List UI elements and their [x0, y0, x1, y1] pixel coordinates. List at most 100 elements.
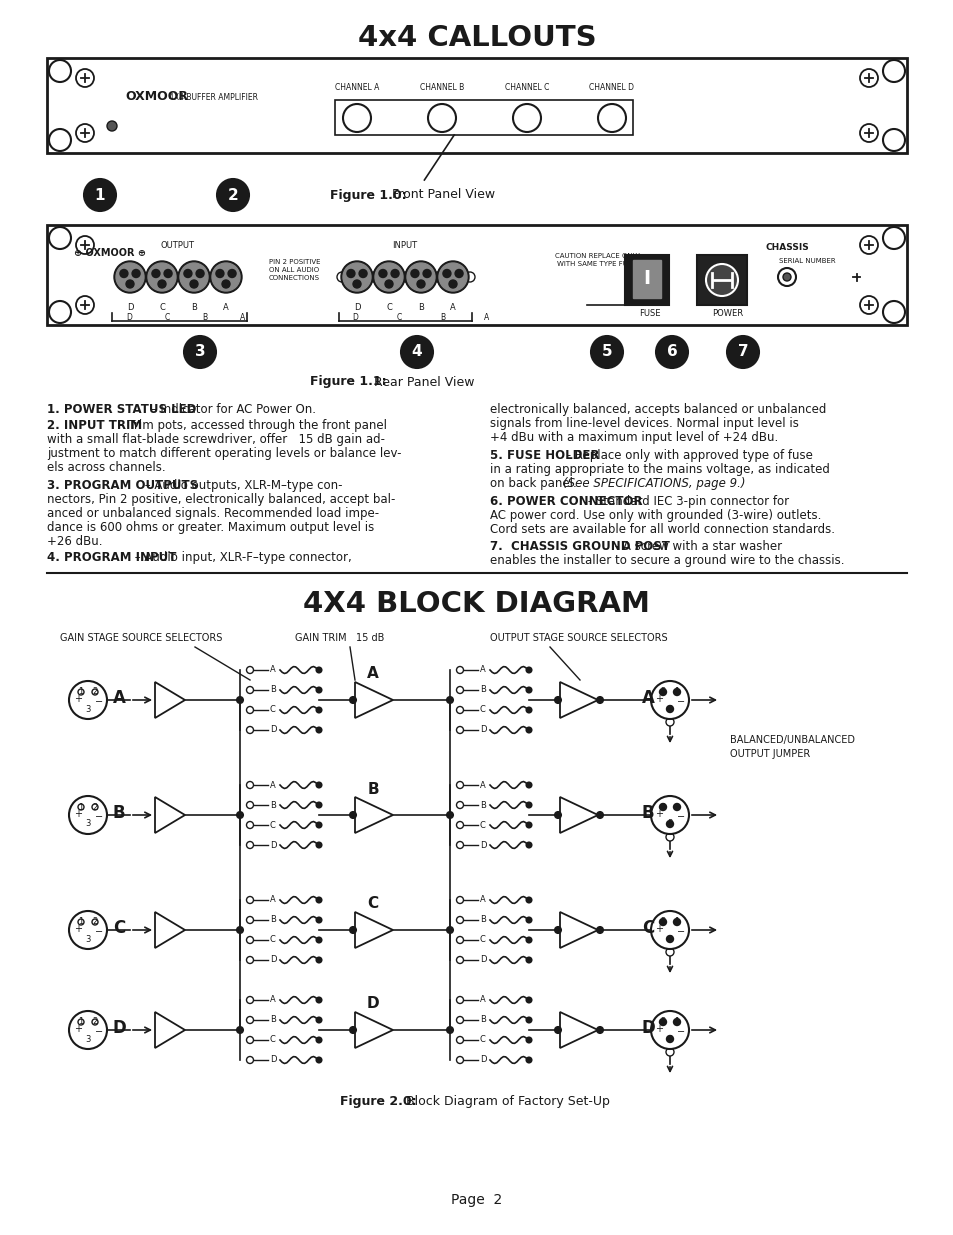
Text: 3: 3	[666, 820, 672, 829]
Text: B: B	[270, 1015, 275, 1025]
Circle shape	[456, 706, 463, 714]
Text: B: B	[440, 312, 445, 321]
Circle shape	[405, 261, 436, 293]
Text: +: +	[74, 809, 82, 819]
Text: B: B	[479, 1015, 485, 1025]
Circle shape	[442, 269, 451, 278]
Text: Figure 2.0:: Figure 2.0:	[339, 1095, 416, 1108]
Text: – Audio input, XLR-F–type connector,: – Audio input, XLR-F–type connector,	[131, 551, 352, 564]
Circle shape	[456, 841, 463, 848]
Circle shape	[336, 272, 347, 282]
Circle shape	[526, 803, 531, 808]
Circle shape	[597, 927, 602, 932]
Circle shape	[526, 918, 531, 923]
Circle shape	[246, 841, 253, 848]
Text: A: A	[484, 312, 489, 321]
Circle shape	[859, 236, 877, 254]
Text: GAIN TRIM   15 dB: GAIN TRIM 15 dB	[294, 634, 384, 643]
Circle shape	[246, 1056, 253, 1063]
Text: (See SPECIFICATIONS, page 9.): (See SPECIFICATIONS, page 9.)	[562, 477, 744, 490]
Circle shape	[316, 783, 321, 788]
Circle shape	[350, 811, 355, 818]
Text: signals from line-level devices. Normal input level is: signals from line-level devices. Normal …	[490, 417, 798, 430]
Circle shape	[148, 263, 175, 291]
Text: −: −	[677, 811, 684, 823]
Circle shape	[343, 104, 371, 132]
Text: B: B	[270, 915, 275, 925]
Text: +26 dBu.: +26 dBu.	[47, 535, 102, 547]
Text: ⊕ OXMOOR ⊕: ⊕ OXMOOR ⊕	[74, 248, 146, 258]
Circle shape	[526, 727, 531, 732]
Text: in a rating appropriate to the mains voltage, as indicated: in a rating appropriate to the mains vol…	[490, 463, 829, 477]
Circle shape	[246, 667, 253, 673]
Circle shape	[316, 937, 321, 942]
Polygon shape	[559, 1011, 598, 1049]
Text: Page  2: Page 2	[451, 1193, 502, 1207]
Circle shape	[859, 296, 877, 314]
Text: D: D	[479, 725, 486, 735]
Text: – Audio outputs, XLR-M–type con-: – Audio outputs, XLR-M–type con-	[141, 479, 343, 492]
Bar	[633, 261, 660, 298]
Circle shape	[659, 919, 666, 925]
Circle shape	[422, 269, 431, 278]
Text: 6: 6	[666, 345, 677, 359]
Circle shape	[76, 296, 94, 314]
Text: 2: 2	[92, 688, 97, 697]
Text: OUTPUT: OUTPUT	[161, 241, 194, 249]
Circle shape	[659, 688, 666, 695]
Polygon shape	[559, 911, 598, 948]
Circle shape	[316, 1037, 321, 1042]
Text: 3: 3	[194, 345, 205, 359]
Circle shape	[456, 897, 463, 904]
Text: 3: 3	[666, 704, 672, 714]
Circle shape	[391, 269, 398, 278]
Circle shape	[373, 261, 405, 293]
Circle shape	[358, 269, 367, 278]
Circle shape	[120, 269, 128, 278]
Circle shape	[316, 803, 321, 808]
Text: - Replace only with approved type of fuse: - Replace only with approved type of fus…	[563, 450, 813, 462]
Circle shape	[456, 936, 463, 944]
Circle shape	[665, 718, 673, 726]
Circle shape	[69, 797, 107, 834]
Circle shape	[228, 269, 235, 278]
Circle shape	[597, 697, 602, 703]
Text: 1: 1	[674, 803, 679, 811]
Text: 1: 1	[78, 803, 84, 811]
Text: −: −	[677, 1028, 684, 1037]
Circle shape	[597, 811, 602, 818]
Circle shape	[76, 69, 94, 86]
Circle shape	[369, 272, 378, 282]
Text: 1: 1	[78, 918, 84, 926]
Text: A: A	[223, 304, 229, 312]
Circle shape	[526, 783, 531, 788]
Circle shape	[665, 832, 673, 841]
Text: 4X4 BLOCK DIAGRAM: 4X4 BLOCK DIAGRAM	[303, 590, 650, 618]
Circle shape	[132, 269, 140, 278]
Text: D: D	[479, 1056, 486, 1065]
Circle shape	[316, 688, 321, 693]
Text: −: −	[95, 927, 103, 937]
Circle shape	[882, 61, 904, 82]
Text: on back panel.: on back panel.	[490, 477, 579, 490]
Circle shape	[246, 782, 253, 788]
Text: C: C	[270, 935, 275, 945]
Bar	[335, 100, 633, 135]
Circle shape	[78, 919, 84, 925]
Circle shape	[555, 1028, 560, 1032]
Text: D: D	[366, 997, 379, 1011]
Polygon shape	[355, 797, 393, 832]
Circle shape	[316, 667, 321, 673]
Text: A: A	[367, 667, 378, 682]
Text: 2: 2	[659, 1018, 665, 1026]
Text: C: C	[479, 705, 485, 715]
Circle shape	[597, 1028, 602, 1032]
Circle shape	[526, 898, 531, 903]
Circle shape	[673, 919, 679, 925]
Text: C: C	[395, 312, 401, 321]
Circle shape	[146, 261, 178, 293]
Circle shape	[116, 263, 144, 291]
Circle shape	[246, 897, 253, 904]
Circle shape	[665, 948, 673, 956]
Circle shape	[590, 336, 622, 368]
